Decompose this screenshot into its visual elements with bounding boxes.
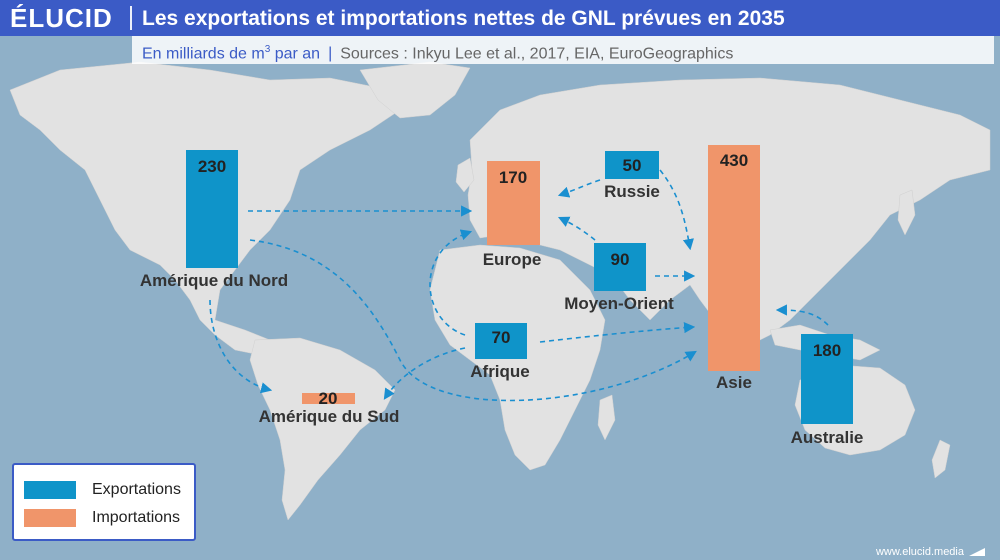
subtitle-bar bbox=[132, 36, 994, 64]
bar-russie bbox=[605, 151, 659, 179]
value-afrique: 70 bbox=[492, 328, 511, 347]
south-america-land bbox=[249, 337, 396, 521]
new-zealand-land bbox=[931, 439, 951, 479]
arrow-africa-asia bbox=[539, 322, 696, 343]
value-moyen-orient: 90 bbox=[611, 250, 630, 269]
bar-moyen-orient bbox=[594, 243, 646, 291]
arrow-russia-asia bbox=[659, 169, 694, 251]
bar-europe bbox=[487, 161, 540, 245]
legend-label-imports: Importations bbox=[92, 509, 181, 526]
value-amerique-du-sud: 20 bbox=[319, 389, 338, 408]
arrow-africa-samerica bbox=[383, 347, 466, 400]
legend-item-exports: Exportations bbox=[24, 479, 181, 501]
region-values: 230 170 50 90 430 70 20 180 bbox=[198, 151, 841, 408]
name-australie: Australie bbox=[791, 428, 864, 447]
value-asie: 430 bbox=[720, 151, 748, 170]
legend-label-exports: Exportations bbox=[92, 481, 181, 498]
madagascar-land bbox=[597, 394, 616, 441]
footer-url[interactable]: www.elucid.media bbox=[875, 546, 964, 558]
legend-item-imports: Importations bbox=[24, 507, 180, 529]
legend-swatch-exports bbox=[24, 481, 76, 499]
legend: Exportations Importations bbox=[12, 463, 196, 541]
value-europe: 170 bbox=[499, 168, 527, 187]
name-afrique: Afrique bbox=[470, 362, 530, 381]
name-russie: Russie bbox=[604, 182, 660, 201]
name-amerique-du-sud: Amérique du Sud bbox=[259, 407, 400, 426]
name-asie: Asie bbox=[716, 373, 752, 392]
header-divider bbox=[130, 6, 132, 30]
arrow-australia-asia bbox=[775, 304, 829, 326]
name-europe: Europe bbox=[483, 250, 542, 269]
unit-exponent: 3 bbox=[264, 44, 271, 55]
value-russie: 50 bbox=[623, 156, 642, 175]
arrow-africa-europe bbox=[429, 229, 473, 336]
bar-amerique-du-nord bbox=[186, 150, 238, 268]
bar-australie bbox=[801, 334, 853, 424]
uk-land bbox=[455, 157, 475, 193]
region-bars bbox=[186, 145, 853, 424]
bar-afrique bbox=[475, 323, 527, 359]
page-title: Les exportations et importations nettes … bbox=[142, 7, 785, 30]
elucid-logo: ÉLUCID bbox=[10, 3, 113, 33]
arrow-meast-europe bbox=[557, 216, 596, 241]
elucid-mark-icon bbox=[969, 548, 985, 556]
legend-swatch-imports bbox=[24, 509, 76, 527]
region-names: Amérique du Nord Europe Russie Moyen-Ori… bbox=[140, 182, 864, 447]
subtitle: En milliards de m3 par an | Sources : Inky… bbox=[142, 40, 733, 64]
sources-text: Sources : Inkyu Lee et al., 2017, EIA, E… bbox=[340, 45, 734, 63]
name-amerique-du-nord: Amérique du Nord bbox=[140, 271, 288, 290]
subtitle-separator: | bbox=[328, 45, 333, 63]
japan-land bbox=[897, 189, 916, 236]
arrow-namerica-samerica bbox=[209, 299, 273, 394]
value-australie: 180 bbox=[813, 341, 841, 360]
value-amerique-du-nord: 230 bbox=[198, 157, 226, 176]
arrow-namerica-asia bbox=[249, 239, 697, 402]
bar-asie bbox=[708, 145, 760, 371]
header-bar bbox=[0, 0, 1000, 36]
flow-arrows bbox=[209, 169, 829, 402]
unit-label: En milliards de m bbox=[142, 45, 265, 63]
name-moyen-orient: Moyen-Orient bbox=[564, 294, 674, 313]
footer: www.elucid.media bbox=[876, 546, 986, 558]
bar-amerique-du-sud bbox=[302, 393, 355, 404]
arrow-russia-europe bbox=[557, 179, 601, 198]
unit-suffix: par an bbox=[270, 45, 321, 63]
